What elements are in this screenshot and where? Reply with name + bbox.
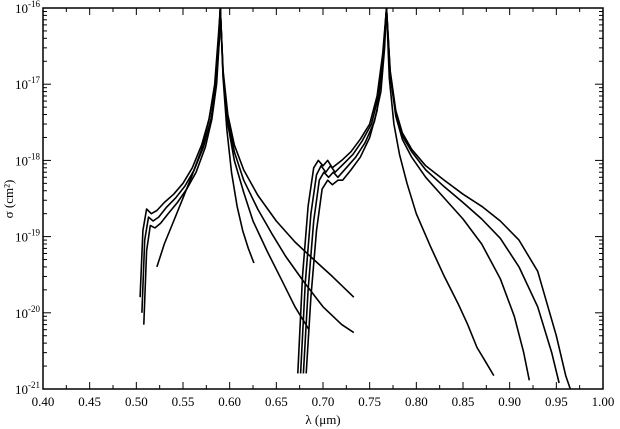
series-4-segment-1 bbox=[156, 7, 222, 268]
y-tick-base: 10 bbox=[15, 153, 28, 168]
series-1-segment-2 bbox=[219, 7, 355, 298]
x-tick-label: 0.55 bbox=[172, 394, 195, 409]
y-tick-exponent: -17 bbox=[28, 75, 40, 85]
y-tick-exponent: -21 bbox=[28, 380, 40, 390]
x-tick-label: 0.70 bbox=[312, 394, 335, 409]
x-tick-label: 0.80 bbox=[405, 394, 428, 409]
y-tick-exponent: -16 bbox=[28, 0, 40, 9]
y-tick-label: 10-20 bbox=[15, 304, 40, 321]
series-1-segment-1 bbox=[139, 7, 222, 298]
series-4-segment-3 bbox=[305, 7, 388, 374]
series-group bbox=[139, 7, 572, 390]
y-tick-base: 10 bbox=[15, 382, 28, 397]
series-2-segment-3 bbox=[299, 7, 388, 374]
x-tick-label: 0.40 bbox=[32, 394, 55, 409]
x-tick-label: 0.85 bbox=[452, 394, 475, 409]
series-3-segment-1 bbox=[143, 7, 222, 325]
x-tick-label: 0.50 bbox=[125, 394, 148, 409]
series-2-segment-4 bbox=[385, 7, 560, 384]
y-tick-exponent: -18 bbox=[28, 151, 40, 161]
series-3-segment-4 bbox=[385, 7, 531, 381]
series-2-segment-1 bbox=[141, 7, 222, 313]
y-tick-base: 10 bbox=[15, 77, 28, 92]
x-tick-label: 0.95 bbox=[545, 394, 568, 409]
y-axis-title: σ (cm²) bbox=[1, 180, 16, 219]
x-tick-label: 0.60 bbox=[218, 394, 241, 409]
x-tick-label: 0.65 bbox=[265, 394, 288, 409]
y-tick-exponent: -19 bbox=[28, 228, 40, 238]
x-tick-labels: 0.40 0.45 0.50 0.55 0.60 0.65 0.70 0.75 0.80 0.85… bbox=[32, 394, 615, 409]
y-tick-label: 10-19 bbox=[15, 228, 40, 245]
x-tick-label: 0.75 bbox=[358, 394, 381, 409]
series-4-segment-4 bbox=[385, 7, 495, 377]
y-tick-label: 10-17 bbox=[15, 75, 40, 92]
x-tick-label: 0.45 bbox=[78, 394, 101, 409]
series-3-segment-3 bbox=[302, 7, 388, 374]
x-axis-title: λ (μm) bbox=[305, 412, 340, 427]
series-3-segment-2 bbox=[219, 7, 310, 331]
y-tick-label: 10-21 bbox=[15, 380, 40, 397]
y-tick-base: 10 bbox=[15, 306, 28, 321]
series-4-segment-2 bbox=[219, 7, 255, 264]
y-tick-label: 10-18 bbox=[15, 151, 40, 168]
y-tick-exponent: -20 bbox=[28, 304, 40, 314]
x-tick-label: 1.00 bbox=[592, 394, 615, 409]
y-tick-base: 10 bbox=[15, 1, 28, 16]
y-tick-label: 10-16 bbox=[15, 0, 40, 16]
x-tick-label: 0.90 bbox=[498, 394, 521, 409]
series-1-segment-3 bbox=[297, 7, 388, 374]
series-1-segment-4 bbox=[385, 7, 572, 390]
axis-ticks bbox=[42, 7, 604, 390]
y-tick-base: 10 bbox=[15, 230, 28, 245]
